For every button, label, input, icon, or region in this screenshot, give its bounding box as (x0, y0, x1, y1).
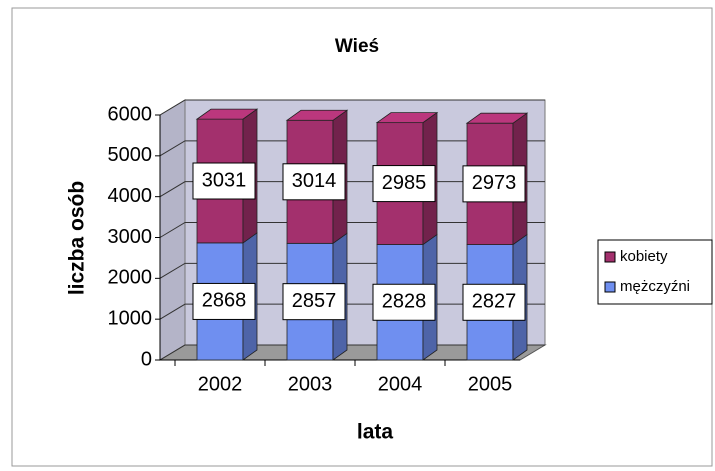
bar-top (285, 109, 349, 121)
data-label: 2828 (382, 291, 427, 313)
data-label-box (192, 282, 256, 320)
data-label: 3031 (202, 169, 247, 191)
data-label-box (372, 165, 436, 203)
y-tick-label: 2000 (108, 267, 153, 289)
legend-swatch (604, 281, 616, 293)
data-label: 2827 (472, 291, 517, 313)
y-axis-title: liczba osób (66, 181, 89, 295)
bar-top (465, 112, 529, 124)
bar-top (195, 108, 259, 120)
legend-box (597, 239, 713, 305)
x-tick-label: 2004 (378, 373, 423, 395)
y-tick-label: 4000 (108, 185, 153, 207)
grid-line (159, 99, 545, 116)
data-label-box (462, 165, 526, 203)
data-label: 3014 (292, 170, 337, 192)
data-label-box (192, 162, 256, 200)
y-tick-label: 3000 (108, 226, 153, 248)
data-label: 2857 (292, 290, 337, 312)
y-tick-label: 6000 (108, 103, 153, 125)
data-label-box (282, 163, 346, 201)
y-tick-label: 5000 (108, 144, 153, 166)
y-tick-label: 0 (141, 348, 152, 370)
data-label-box (462, 283, 526, 321)
bar-top (375, 112, 439, 124)
y-tick-label: 1000 (108, 307, 153, 329)
data-label-box (372, 283, 436, 321)
chart-title: Wieś (335, 36, 379, 57)
legend-swatch (604, 251, 616, 263)
x-tick-label: 2002 (198, 373, 243, 395)
legend-label: kobiety (620, 248, 668, 265)
data-label-box (282, 283, 346, 321)
data-label: 2985 (382, 172, 427, 194)
data-label: 2973 (472, 172, 517, 194)
x-tick-label: 2003 (288, 373, 333, 395)
x-axis-title: lata (357, 421, 394, 444)
x-tick-label: 2005 (468, 373, 513, 395)
data-label: 2868 (202, 290, 247, 312)
legend-label: mężczyźni (620, 278, 690, 295)
